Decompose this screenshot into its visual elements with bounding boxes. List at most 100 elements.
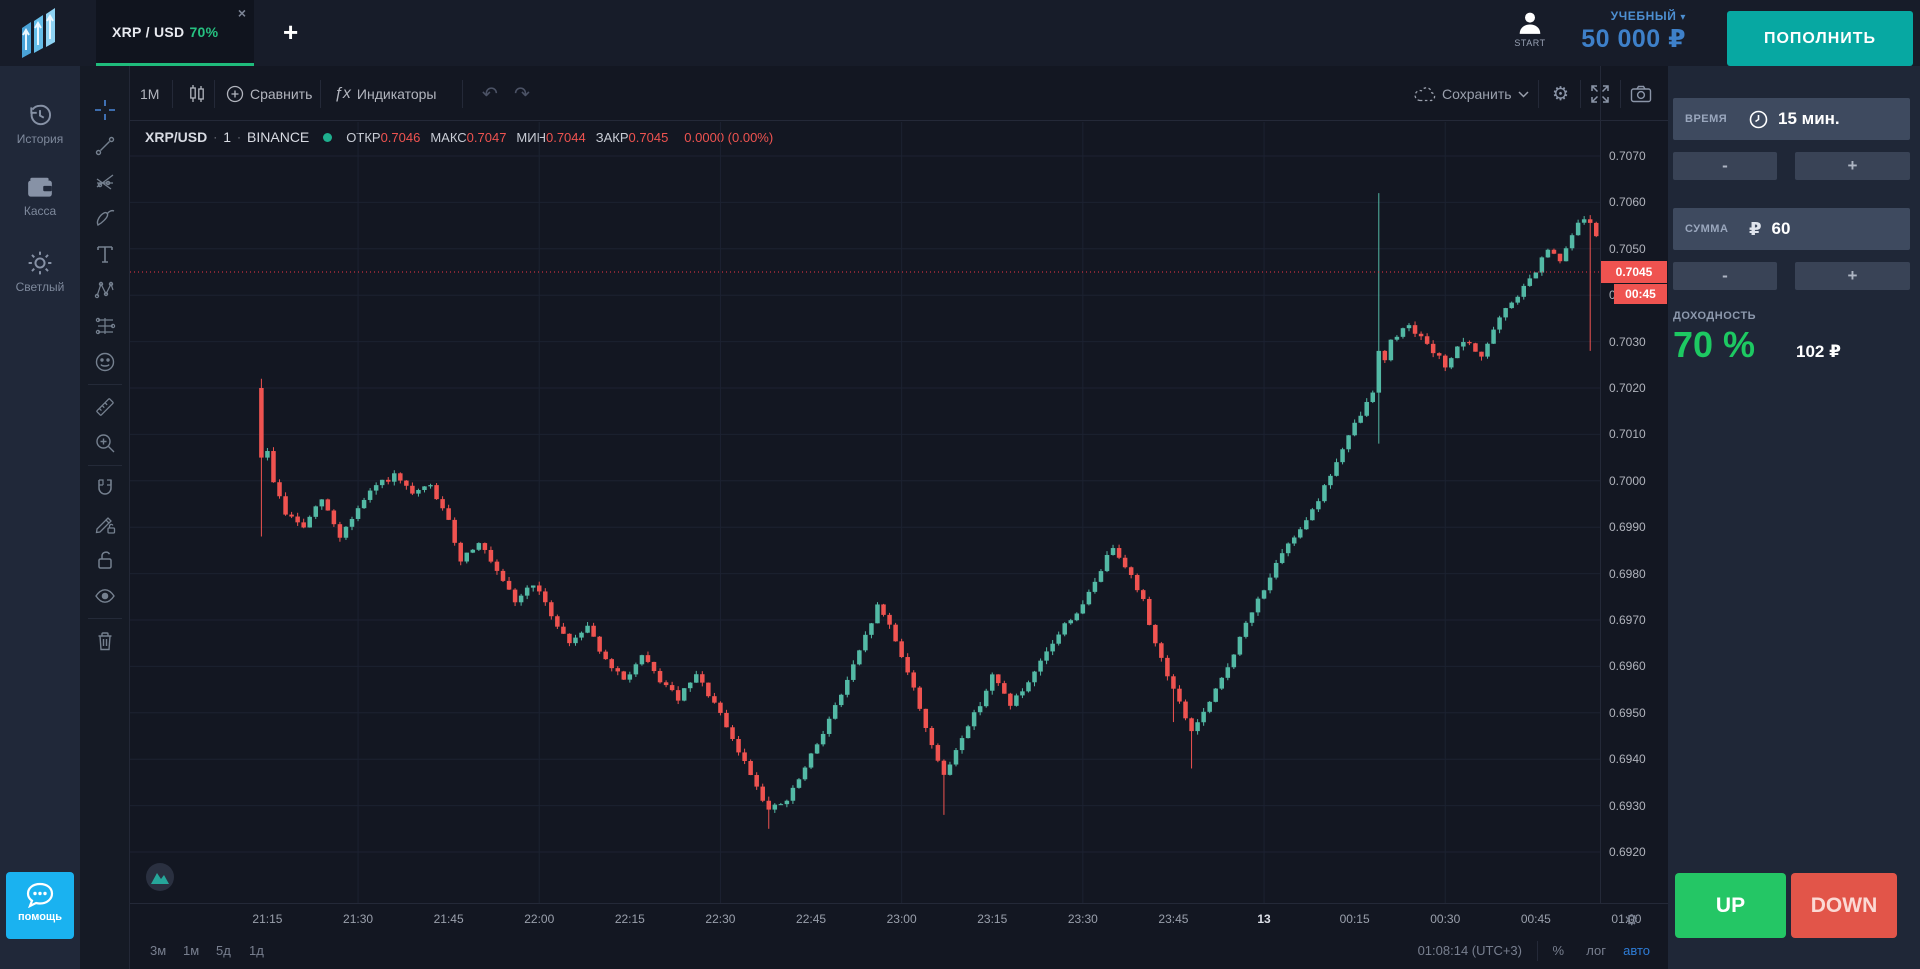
eye-icon[interactable] — [80, 578, 130, 614]
chart-settings-gear-icon[interactable]: ⚙ — [1552, 83, 1570, 105]
log-scale-button[interactable]: лог — [1586, 943, 1606, 958]
session-clock[interactable]: 01:08:14 (UTC+3) — [1417, 943, 1522, 958]
time-field[interactable]: ВРЕМЯ 15 мин. — [1673, 98, 1910, 140]
current-price-badge: 0.7045 — [1601, 261, 1667, 283]
price-axis-label: 0.6950 — [1609, 705, 1646, 720]
chart-bottom-bar: 3м 1м 5д 1д 01:08:14 (UTC+3) % лог авто — [130, 935, 1668, 969]
chart-area[interactable]: 1М Сравнить ƒx Индикаторы ↶ — [130, 66, 1668, 969]
countdown-badge: 00:45 — [1614, 284, 1667, 304]
magnet-icon[interactable] — [80, 470, 130, 506]
range-button-1д[interactable]: 1д — [249, 943, 264, 958]
amount-plus-button[interactable]: + — [1795, 262, 1910, 290]
ruble-icon: ₽ — [1749, 218, 1762, 239]
indicators-button[interactable]: ƒx Индикаторы — [334, 85, 437, 102]
amount-field-label: СУММА — [1685, 223, 1729, 235]
tab-close-icon[interactable]: × — [237, 5, 246, 21]
sidebar-item-history[interactable]: История — [0, 102, 80, 146]
help-label: помощь — [18, 911, 62, 923]
legend-exchange: BINANCE — [247, 129, 310, 145]
ruler-icon[interactable] — [80, 389, 130, 425]
chart-toolbar: 1М Сравнить ƒx Индикаторы ↶ — [130, 66, 1668, 121]
time-axis-label: 00:45 — [1520, 912, 1551, 926]
range-button-5д[interactable]: 5д — [216, 943, 231, 958]
time-field-value: 15 мин. — [1778, 109, 1840, 128]
time-plus-button[interactable]: + — [1795, 152, 1910, 180]
app-logo-icon — [22, 8, 55, 58]
axis-settings-gear-icon[interactable]: ⚙ — [1625, 912, 1639, 929]
trendline-icon[interactable] — [80, 128, 130, 164]
redo-button[interactable]: ↷ — [514, 83, 530, 105]
payout-amount: 102 ₽ — [1796, 342, 1841, 361]
price-axis-label: 0.7000 — [1609, 473, 1646, 488]
amount-field[interactable]: СУММА ₽ 60 — [1673, 208, 1910, 250]
time-axis-date-label: 13 — [1257, 912, 1271, 926]
toolbar-divider — [87, 384, 122, 385]
chart-type-button[interactable] — [186, 80, 208, 108]
help-button[interactable]: помощь — [6, 872, 74, 939]
divider — [1537, 941, 1538, 961]
symbol-logo-badge[interactable] — [146, 863, 174, 891]
brush-icon[interactable] — [80, 200, 130, 236]
fullscreen-icon[interactable] — [1590, 80, 1610, 108]
percent-scale-button[interactable]: % — [1552, 943, 1564, 958]
zoom-in-icon[interactable] — [80, 425, 130, 461]
legend-ohlc-pair: МАКС0.7047 — [430, 130, 507, 145]
sidebar-item-label: История — [16, 132, 64, 146]
legend-interval: 1 — [223, 129, 232, 145]
time-axis-label: 23:15 — [977, 912, 1008, 926]
sidebar-item-cashier[interactable]: Касса — [0, 176, 80, 218]
price-axis-label: 0.7030 — [1609, 334, 1646, 349]
screenshot-camera-icon[interactable] — [1630, 80, 1652, 108]
auto-scale-button[interactable]: авто — [1623, 943, 1650, 958]
time-axis-label: 23:30 — [1067, 912, 1098, 926]
circle-plus-icon — [226, 85, 244, 103]
range-button-1м[interactable]: 1м — [183, 943, 200, 958]
chevron-down-icon — [1518, 90, 1529, 98]
time-axis-label: 01:00 — [1611, 912, 1642, 926]
wallet-icon — [28, 177, 52, 197]
history-icon — [30, 104, 51, 126]
draw-lock-icon[interactable] — [80, 506, 130, 542]
legend-ohlc-pair: МИН0.7044 — [516, 130, 586, 145]
lock-icon[interactable] — [80, 542, 130, 578]
price-axis-label: 0.7050 — [1609, 241, 1646, 256]
time-minus-button[interactable]: - — [1673, 152, 1777, 180]
drawing-toolbar — [80, 66, 130, 969]
legend-change: 0.0000 (0.00%) — [684, 129, 774, 145]
tab-payout: 70% — [189, 24, 219, 40]
price-axis[interactable]: 0.70700.70600.70500.70400.70300.70200.70… — [1600, 66, 1668, 903]
save-button[interactable]: Сохранить — [1414, 80, 1529, 108]
account-switcher[interactable]: УЧЕБНЫЙ ▾ 50 000 ₽ — [1556, 9, 1686, 54]
down-button[interactable]: DOWN — [1791, 873, 1897, 938]
start-user-button[interactable]: START — [1508, 10, 1552, 48]
price-axis-label: 0.7010 — [1609, 427, 1646, 442]
candlestick-chart[interactable] — [130, 66, 1600, 903]
text-icon[interactable] — [80, 236, 130, 272]
price-axis-label: 0.7070 — [1609, 149, 1646, 163]
sun-icon — [28, 251, 52, 275]
up-button[interactable]: UP — [1675, 873, 1786, 938]
time-axis-label: 21:15 — [252, 912, 283, 926]
xabcd-pattern-icon[interactable] — [80, 272, 130, 308]
chart-legend: XRP/USD · 1 · BINANCE ОТКР0.7046 МАКС0.70… — [145, 129, 774, 145]
emoji-icon[interactable] — [80, 344, 130, 380]
time-axis[interactable]: 21:15 21:30 21:45 22:00 22:15 22:30 22:45 23:00… — [130, 903, 1668, 935]
tab-xrp-usd[interactable]: XRP / USD 70% × — [96, 0, 254, 66]
time-axis-label: 00:15 — [1339, 912, 1370, 926]
sidebar-item-theme[interactable]: Светлый — [0, 250, 80, 294]
fan-lines-icon[interactable] — [80, 164, 130, 200]
amount-minus-button[interactable]: - — [1673, 262, 1777, 290]
app-sidebar: История Касса Светлый помощ — [0, 66, 80, 969]
undo-button[interactable]: ↶ — [482, 83, 498, 105]
forecast-icon[interactable] — [80, 308, 130, 344]
candlestick-icon — [190, 85, 204, 102]
add-tab-button[interactable]: + — [283, 17, 299, 47]
toolbar-divider — [87, 465, 122, 466]
price-axis-label: 0.6940 — [1609, 752, 1646, 767]
range-button-3м[interactable]: 3м — [150, 943, 167, 958]
interval-button[interactable]: 1М — [140, 86, 160, 102]
crosshair-icon[interactable] — [80, 92, 130, 128]
trash-icon[interactable] — [80, 623, 130, 659]
deposit-button[interactable]: ПОПОЛНИТЬ — [1727, 11, 1913, 66]
compare-button[interactable]: Сравнить — [226, 80, 312, 108]
